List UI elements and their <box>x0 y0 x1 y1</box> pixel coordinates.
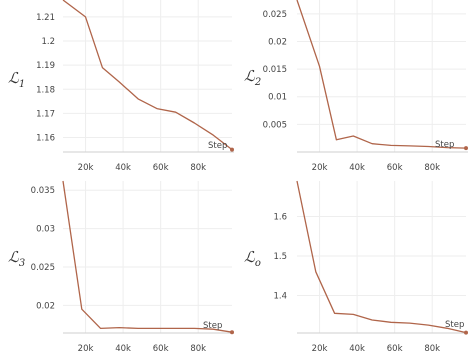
x-tick-label: 60k <box>387 344 403 354</box>
x-tick-label: 20k <box>78 344 94 354</box>
y-tick-label: 1.18 <box>36 85 55 95</box>
loss-series-line <box>62 180 233 333</box>
y-tick-label: 0.035 <box>31 186 55 196</box>
y-axis-label: ℒo <box>244 248 261 269</box>
y-tick-label: 0.01 <box>268 93 287 103</box>
y-axis-label-subscript: 3 <box>19 258 25 269</box>
x-tick-label: 60k <box>387 163 403 173</box>
y-tick-label: 0.03 <box>36 225 55 235</box>
y-tick-label: 0.025 <box>263 10 287 20</box>
y-axis-label: ℒ1 <box>8 69 25 90</box>
y-axis-label: ℒ2 <box>244 67 261 88</box>
x-tick-label: 60k <box>153 163 169 173</box>
x-tick-label: 80k <box>190 163 206 173</box>
y-tick-label: 0.005 <box>263 120 287 130</box>
x-tick-label: 80k <box>424 344 440 354</box>
loss-series-line <box>296 180 467 334</box>
y-tick-label: 1.21 <box>36 13 55 23</box>
y-tick-label: 1.16 <box>36 134 55 144</box>
y-axis-label-subscript: 1 <box>19 79 25 90</box>
y-tick-label: 1.17 <box>36 109 55 119</box>
y-tick-label: 0.02 <box>36 301 55 311</box>
loss-series-line <box>296 0 467 149</box>
x-tick-label: 40k <box>349 344 365 354</box>
y-tick-label: 0.025 <box>31 263 55 273</box>
series-end-point <box>464 146 468 151</box>
y-tick-label: 1.6 <box>273 213 287 223</box>
y-tick-label: 0.02 <box>268 37 287 47</box>
x-tick-label: 60k <box>153 344 169 354</box>
series-end-point <box>230 147 234 152</box>
x-axis-label: Step <box>435 140 454 150</box>
y-tick-label: 1.5 <box>273 252 287 262</box>
y-tick-label: 1.4 <box>273 291 287 301</box>
y-tick-label: 1.19 <box>36 61 55 71</box>
y-tick-label: 0.015 <box>263 65 287 75</box>
y-tick-label: 1.2 <box>41 37 55 47</box>
x-tick-label: 20k <box>78 163 94 173</box>
y-axis-label-subscript: 2 <box>254 77 261 88</box>
x-tick-label: 40k <box>115 344 131 354</box>
loss-series-line <box>62 0 233 151</box>
x-tick-label: 80k <box>190 344 206 354</box>
y-axis-label: ℒ3 <box>8 248 25 269</box>
series-end-point <box>464 330 468 335</box>
x-axis-label: Step <box>445 320 464 330</box>
x-tick-label: 40k <box>115 163 131 173</box>
x-axis-label: Step <box>208 141 227 151</box>
x-tick-label: 40k <box>349 163 365 173</box>
x-tick-label: 80k <box>424 163 440 173</box>
x-axis-label: Step <box>203 321 222 331</box>
x-tick-label: 20k <box>312 163 328 173</box>
x-tick-label: 20k <box>312 344 328 354</box>
y-axis-label-subscript: o <box>255 258 261 269</box>
series-end-point <box>230 330 234 335</box>
